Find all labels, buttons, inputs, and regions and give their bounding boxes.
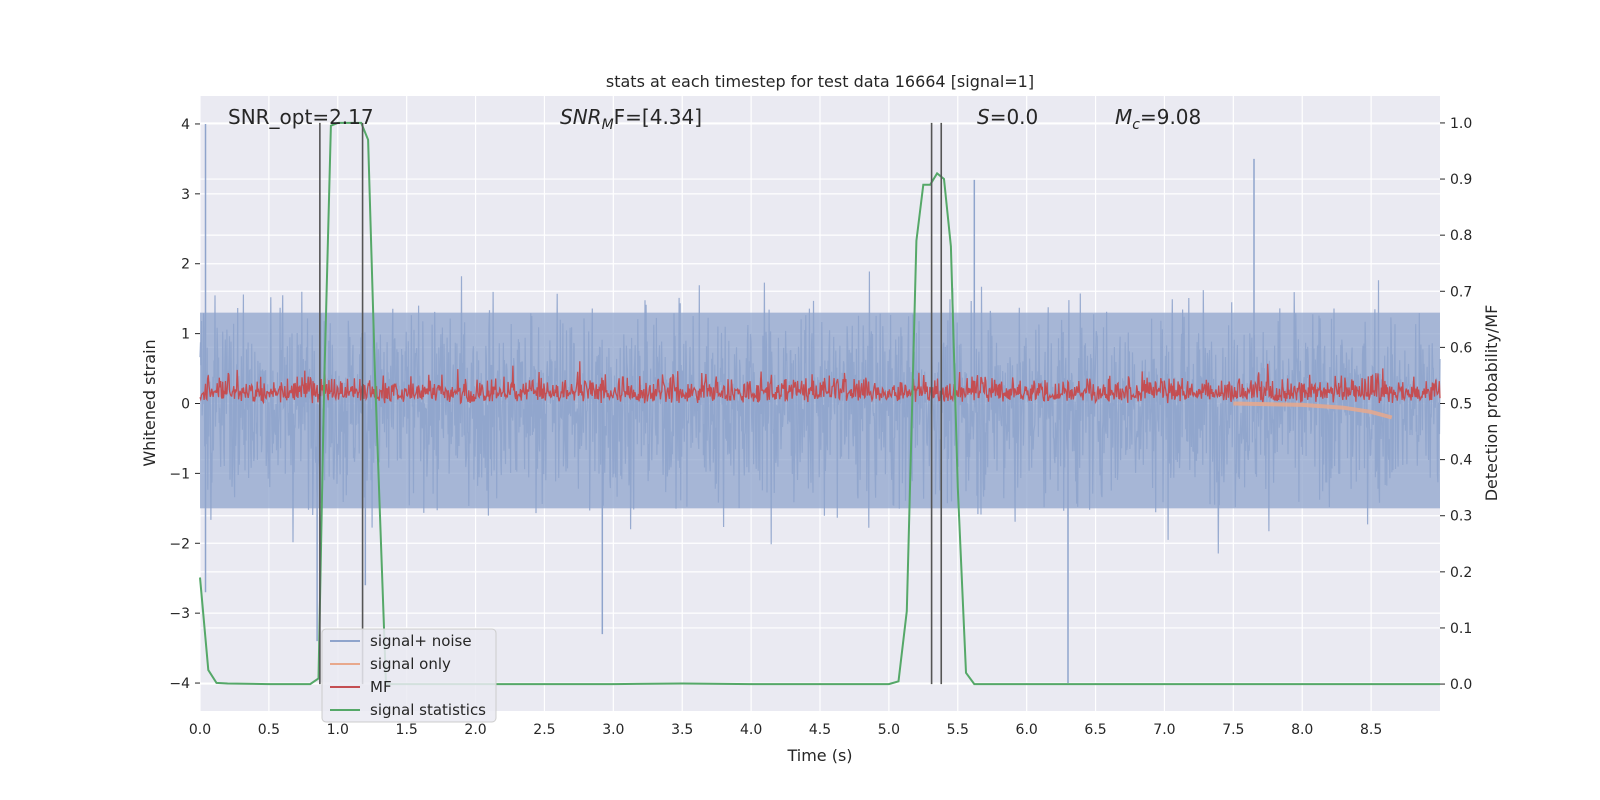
annotation-snr-opt: SNR_opt=2.17	[228, 105, 374, 129]
x-tick-label-12: 6.0	[1016, 722, 1038, 738]
y2-tick-label-8: 0.8	[1450, 228, 1472, 244]
x-tick-label-13: 6.5	[1084, 722, 1106, 738]
mc-rest: =9.08	[1140, 105, 1201, 129]
mf-series	[199, 361, 1441, 405]
y-tick-label-1: −3	[169, 606, 190, 622]
x-tick-label-5: 2.5	[533, 722, 555, 738]
signal-only-series	[1233, 401, 1393, 420]
x-tick-label-9: 4.5	[809, 722, 831, 738]
y2-tick-label-7: 0.7	[1450, 284, 1472, 300]
legend-label-signal-statistics: signal statistics	[370, 701, 486, 719]
y2-tick-label-3: 0.3	[1450, 509, 1472, 525]
x-tick-label-1: 0.5	[258, 722, 280, 738]
x-tick-label-6: 3.0	[602, 722, 624, 738]
y2-tick-label-9: 0.9	[1450, 172, 1472, 188]
y-tick-label-6: 2	[181, 257, 190, 273]
legend-label-mf: MF	[370, 678, 392, 696]
legend-label-signal-only: signal only	[370, 655, 451, 673]
x-tick-label-4: 2.0	[464, 722, 486, 738]
y-axis-label: Whitened strain	[140, 339, 159, 466]
legend: signal+ noise signal only MF signal stat…	[321, 628, 497, 723]
x-tick-label-14: 7.0	[1153, 722, 1175, 738]
y-ticks: −4 −3 −2 −1 0 1 2 3 4	[169, 117, 200, 692]
y-tick-label-4: 0	[181, 397, 190, 413]
chart-title: stats at each timestep for test data 166…	[606, 72, 1034, 91]
noise-band	[200, 312, 1440, 509]
y-tick-label-0: −4	[169, 676, 190, 692]
snr-mf-rest: F=[4.34]	[614, 105, 702, 129]
x-tick-label-15: 7.5	[1222, 722, 1244, 738]
signal-noise-series	[199, 123, 1441, 684]
y2-tick-label-1: 0.1	[1450, 621, 1472, 637]
y-tick-label-3: −1	[169, 466, 190, 482]
x-tick-label-11: 5.5	[947, 722, 969, 738]
y2-tick-label-10: 1.0	[1450, 116, 1472, 132]
signal-statistics-series	[199, 121, 1440, 686]
y-tick-label-5: 1	[181, 327, 190, 343]
snr-mf-main: SNR	[560, 105, 602, 129]
x-tick-label-2: 1.0	[327, 722, 349, 738]
x-tick-label-16: 8.0	[1291, 722, 1313, 738]
y2-tick-label-5: 0.5	[1450, 397, 1472, 413]
legend-label-noise: signal+ noise	[370, 632, 472, 650]
x-tick-label-8: 4.0	[740, 722, 762, 738]
x-tick-label-0: 0.0	[189, 722, 211, 738]
y2-tick-label-2: 0.2	[1450, 565, 1472, 581]
x-tick-label-17: 8.5	[1360, 722, 1382, 738]
x-tick-label-3: 1.5	[396, 722, 418, 738]
x-axis-label: Time (s)	[786, 746, 852, 765]
x-tick-label-7: 3.5	[671, 722, 693, 738]
s-rest: =0.0	[990, 105, 1039, 129]
annotation-snr-mf: SNRMF=[4.34]	[560, 105, 702, 133]
mf-line	[199, 361, 1441, 405]
snr-mf-sub: M	[602, 117, 614, 133]
y2-ticks: 0.0 0.1 0.2 0.3 0.4 0.5 0.6 0.7 0.8 0.9 1.0	[1440, 116, 1472, 693]
signal-statistics-line	[199, 121, 1440, 686]
mc-sub: c	[1132, 117, 1140, 133]
legend-box	[321, 628, 497, 723]
x-ticks: 0.0 0.5 1.0 1.5 2.0 2.5 3.0 3.5 4.0 4.5 5.0 5.5 6.0 6…	[189, 722, 1382, 738]
y2-tick-label-4: 0.4	[1450, 453, 1472, 469]
signal-only-line	[1233, 401, 1393, 420]
y2-axis-label: Detection probability/MF	[1482, 305, 1501, 502]
y2-tick-label-0: 0.0	[1450, 677, 1472, 693]
x-tick-label-10: 5.0	[878, 722, 900, 738]
y-tick-label-2: −2	[169, 536, 190, 552]
annotation-mc: Mc=9.08	[1115, 105, 1201, 133]
annotation-s: S=0.0	[977, 105, 1038, 129]
y2-tick-label-6: 0.6	[1450, 340, 1472, 356]
s-main: S	[977, 105, 990, 129]
mc-main: M	[1115, 105, 1132, 129]
y-tick-label-8: 4	[181, 117, 190, 133]
y-tick-label-7: 3	[181, 187, 190, 203]
vertical-markers	[319, 122, 943, 685]
